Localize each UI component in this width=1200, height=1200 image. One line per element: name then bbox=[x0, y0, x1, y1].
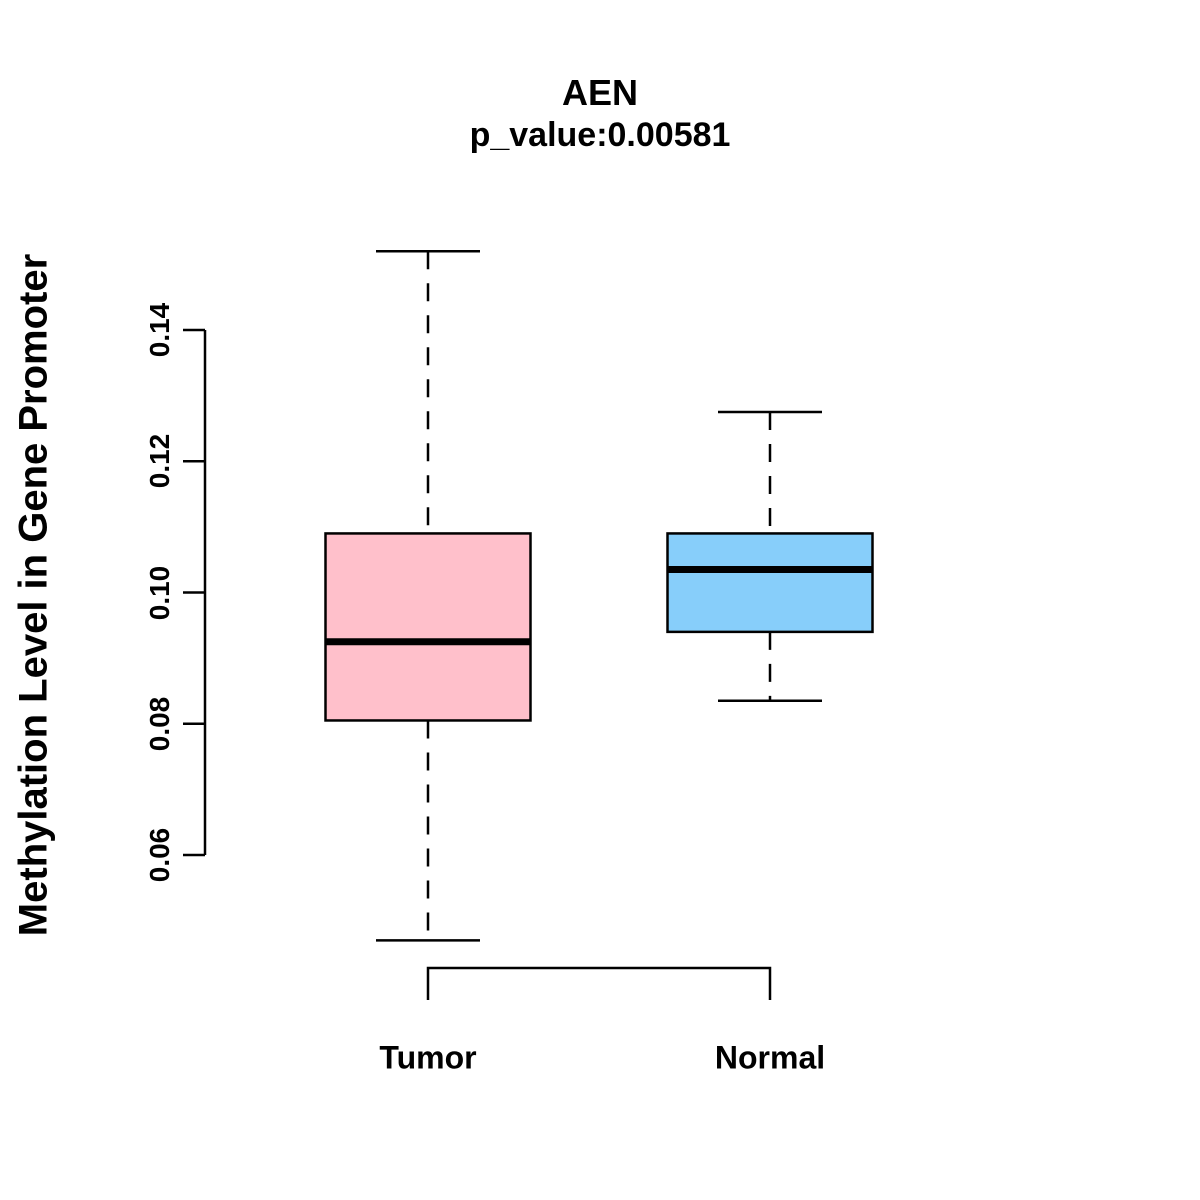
x-axis-line bbox=[426, 966, 772, 1000]
y-axis-label: Methylation Level in Gene Promoter bbox=[11, 253, 56, 937]
normal-box bbox=[666, 532, 874, 634]
y-tick-label: 0.12 bbox=[144, 434, 175, 489]
chart-title: AEN bbox=[561, 72, 638, 113]
y-tick-label: 0.14 bbox=[144, 302, 175, 358]
x-label-normal: Normal bbox=[714, 1039, 826, 1076]
y-tick-label: 0.06 bbox=[144, 827, 175, 883]
chart-subtitle: p_value:0.00581 bbox=[469, 116, 731, 154]
y-tick-label: 0.08 bbox=[144, 696, 175, 752]
x-label-tumor: Tumor bbox=[379, 1039, 477, 1076]
tumor-box bbox=[324, 532, 532, 722]
y-tick-label: 0.10 bbox=[144, 565, 175, 620]
